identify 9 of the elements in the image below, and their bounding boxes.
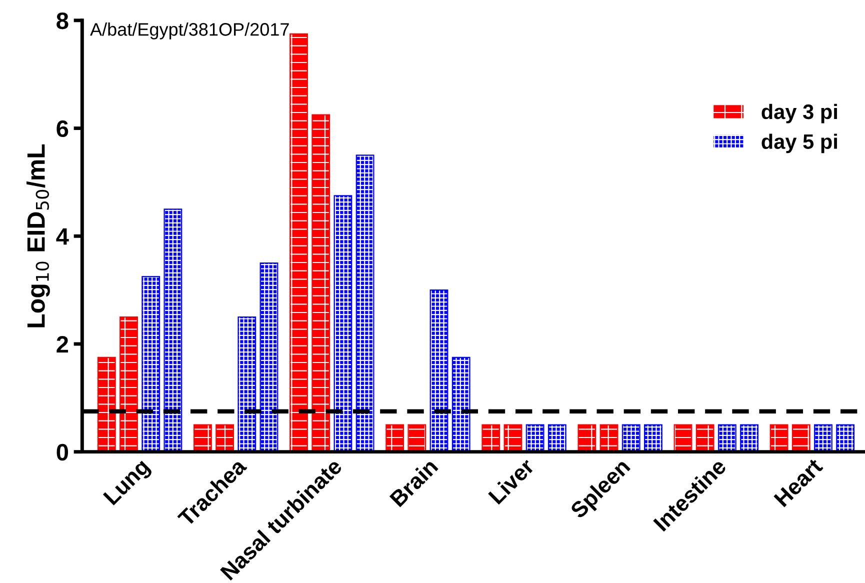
y-tick-label: 2	[56, 336, 68, 353]
y-axis-title: Log$_{10}$ EID$_{50}$/mL	[26, 144, 50, 328]
y-tick-label: 0	[56, 444, 68, 461]
y-tick-label: 4	[56, 228, 69, 245]
y-tick-label: 6	[56, 120, 68, 138]
legend-label: day 3 pi	[762, 104, 837, 124]
chart-title: A/bat/Egypt/381OP/2017	[90, 22, 289, 40]
y-tick-label: 8	[56, 12, 68, 30]
legend-label: day 5 pi	[762, 134, 837, 154]
